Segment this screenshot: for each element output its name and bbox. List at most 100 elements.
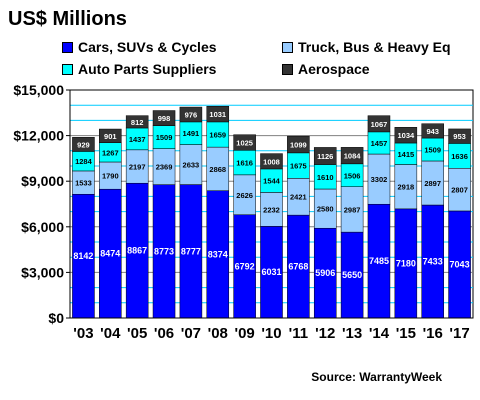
data-label: 7433 (423, 257, 443, 267)
data-label: 943 (426, 127, 439, 136)
x-tick-label: '15 (396, 325, 416, 342)
bar-segment (206, 105, 230, 123)
data-label: 998 (158, 114, 171, 123)
y-tick-label: $6,000 (21, 219, 64, 235)
data-label: 5650 (342, 270, 362, 280)
data-label: 1099 (290, 141, 307, 150)
legend-swatch-truck (282, 41, 293, 53)
legend-swatch-parts (62, 63, 73, 75)
data-label: 2987 (344, 205, 361, 214)
data-label: 1126 (317, 152, 333, 161)
y-tick-label: $9,000 (21, 173, 64, 189)
data-label: 1031 (209, 110, 226, 119)
data-label: 1415 (397, 150, 414, 159)
bar-segment (367, 115, 391, 133)
data-label: 1267 (102, 148, 119, 157)
x-tick-label: '04 (100, 325, 121, 342)
data-label: 1675 (290, 162, 307, 171)
data-label: 2918 (397, 183, 414, 192)
y-tick-label: $0 (48, 310, 64, 326)
data-label: 1008 (263, 157, 280, 166)
legend-item-truck: Truck, Bus & Heavy Eq (282, 38, 451, 56)
x-tick-label: '10 (261, 325, 281, 342)
x-tick-label: '08 (208, 325, 228, 342)
x-tick-label: '06 (154, 325, 174, 342)
data-label: 2369 (156, 163, 173, 172)
legend-label-cars: Cars, SUVs & Cycles (78, 39, 217, 55)
x-tick-label: '07 (181, 325, 201, 342)
legend-item-aerospace: Aerospace (282, 60, 370, 78)
data-label: 812 (131, 118, 144, 127)
data-label: 1544 (263, 177, 281, 186)
x-tick-label: '17 (449, 325, 469, 342)
data-label: 2897 (424, 179, 441, 188)
data-label: 1491 (183, 129, 200, 138)
data-label: 7180 (396, 258, 416, 268)
legend-label-aerospace: Aerospace (298, 61, 370, 77)
data-label: 1437 (129, 135, 146, 144)
x-tick-label: '09 (235, 325, 255, 342)
data-label: 976 (185, 110, 198, 119)
x-tick-label: '05 (127, 325, 147, 342)
bar-segment (394, 127, 418, 144)
x-tick-label: '03 (73, 325, 93, 342)
data-label: 6031 (261, 267, 281, 277)
data-label: 6792 (235, 261, 255, 271)
legend-swatch-aerospace (282, 63, 293, 75)
data-label: 2580 (317, 205, 334, 214)
data-label: 1067 (371, 120, 388, 129)
bar-segment (340, 147, 364, 165)
data-label: 6768 (288, 262, 308, 272)
data-label: 2626 (236, 191, 253, 200)
bar-segment (233, 134, 256, 151)
data-label: 7043 (450, 259, 470, 269)
data-label: 1610 (317, 173, 334, 182)
data-label: 3302 (371, 175, 388, 184)
source-text: Source: WarrantyWeek (311, 370, 442, 384)
y-tick-label: $3,000 (21, 264, 64, 280)
data-label: 1034 (397, 131, 415, 140)
data-label: 7485 (369, 256, 389, 266)
legend-item-cars: Cars, SUVs & Cycles (62, 38, 217, 56)
data-label: 1509 (156, 133, 173, 142)
bar-segment (448, 128, 471, 144)
legend-swatch-cars (62, 41, 73, 53)
bar-segment (260, 153, 283, 170)
data-label: 1457 (371, 139, 388, 148)
data-label: 1084 (344, 152, 362, 161)
y-tick-label: $15,000 (13, 82, 64, 98)
data-label: 5906 (315, 268, 335, 278)
bar-segment (125, 115, 149, 129)
legend-label-parts: Auto Parts Suppliers (78, 61, 217, 77)
data-label: 2197 (129, 163, 146, 172)
data-label: 8867 (127, 246, 147, 256)
x-tick-label: '13 (342, 325, 362, 342)
legend-label-truck: Truck, Bus & Heavy Eq (298, 39, 451, 55)
data-label: 8777 (181, 246, 201, 256)
x-tick-label: '14 (369, 325, 390, 342)
bar-segment (152, 110, 176, 126)
data-label: 1636 (451, 152, 468, 161)
data-label: 2868 (209, 165, 226, 174)
chart-title: US$ Millions (8, 8, 127, 30)
data-label: 8474 (100, 249, 120, 259)
data-label: 1025 (236, 138, 253, 147)
data-label: 1533 (75, 179, 92, 188)
data-label: 8374 (208, 249, 228, 259)
data-label: 2807 (451, 186, 468, 195)
data-label: 1284 (75, 157, 93, 166)
bar-segment (313, 147, 337, 165)
data-label: 1509 (424, 146, 441, 155)
data-label: 2633 (183, 161, 200, 170)
legend: Cars, SUVs & Cycles Truck, Bus & Heavy E… (62, 38, 477, 82)
data-label: 1616 (236, 159, 253, 168)
bar-segment (421, 123, 444, 139)
bar-segment (179, 106, 203, 123)
data-label: 8773 (154, 246, 174, 256)
bar-segment (287, 135, 310, 154)
data-label: 901 (104, 132, 117, 141)
y-tick-label: $12,000 (13, 128, 64, 144)
x-tick-label: '11 (289, 325, 308, 342)
